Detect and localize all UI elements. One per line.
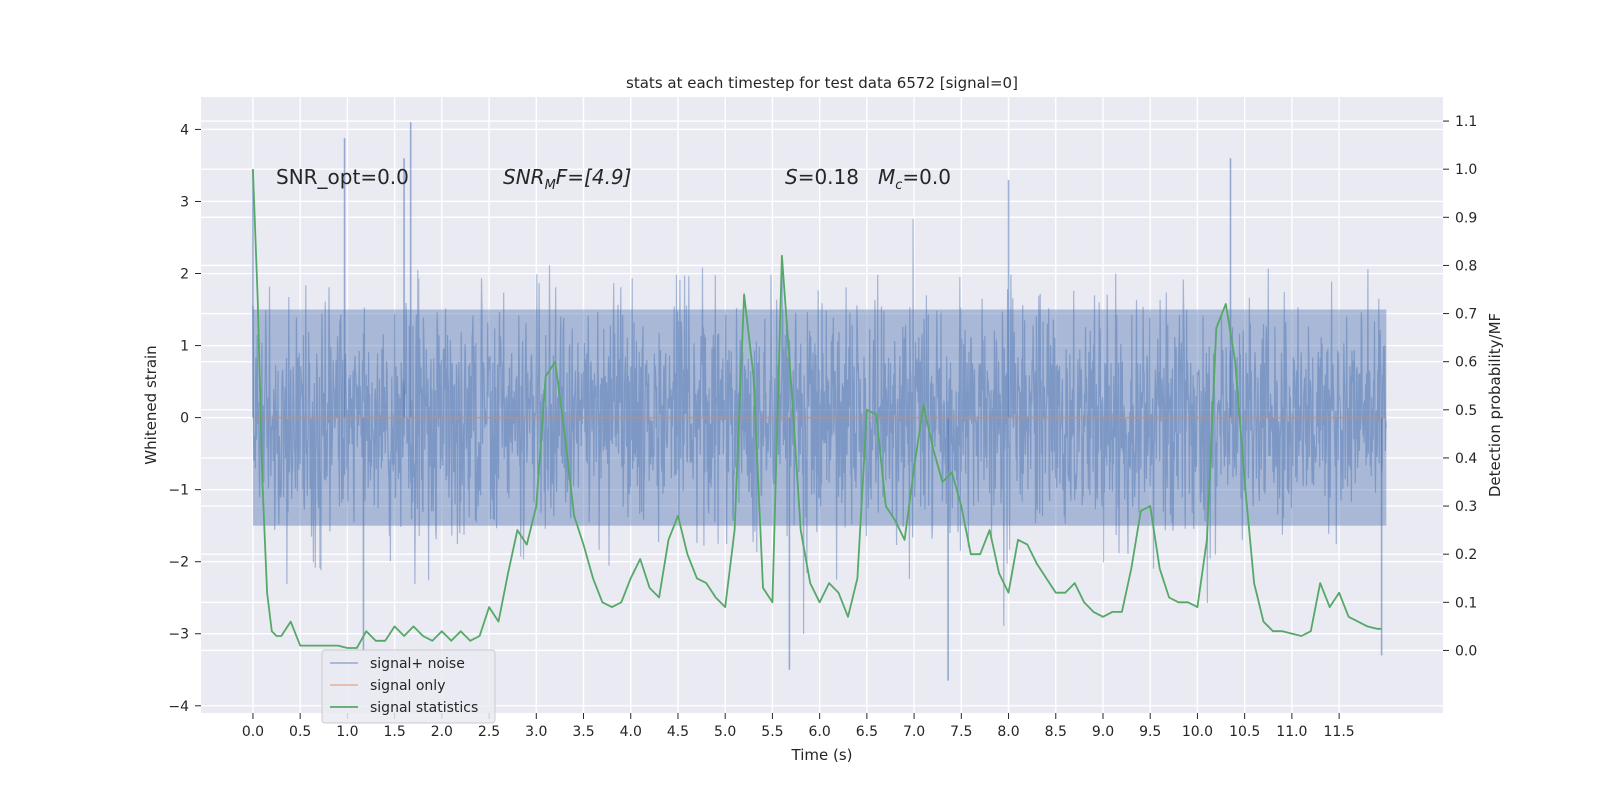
y-tick-label: −1 bbox=[168, 483, 189, 499]
signal-noise-trace bbox=[252, 218, 1387, 635]
x-tick-label: 8.5 bbox=[1045, 724, 1067, 740]
x-tick-label: 4.5 bbox=[667, 724, 689, 740]
x-tick-label: 10.0 bbox=[1182, 724, 1213, 740]
y-tick-label: −3 bbox=[168, 627, 189, 643]
y2-axis-ticks: 1.1 1.0 0.9 0.8 0.7 0.6 0.5 0.4 0.3 0.2 0.1 0.0 bbox=[1443, 114, 1477, 659]
y2-tick-label: 0.8 bbox=[1455, 258, 1477, 274]
annotation-mc-sub: c bbox=[895, 178, 902, 193]
y-tick-label: 1 bbox=[180, 339, 189, 355]
x-tick-label: 6.0 bbox=[809, 724, 831, 740]
x-tick-label: 3.5 bbox=[572, 724, 594, 740]
annotation-s: S=0.18 bbox=[785, 165, 859, 189]
x-tick-label: 8.0 bbox=[997, 724, 1019, 740]
y2-tick-label: 0.5 bbox=[1455, 403, 1477, 419]
x-tick-label: 3.0 bbox=[525, 724, 547, 740]
y-axis-ticks: 4 3 2 1 0 −1 −2 −3 −4 bbox=[168, 122, 201, 715]
annotation-snr-mf-sub: M bbox=[545, 178, 556, 193]
x-tick-label: 11.5 bbox=[1324, 724, 1355, 740]
annotation-mc: Mc=0.0 bbox=[878, 165, 951, 193]
x-tick-label: 9.5 bbox=[1139, 724, 1161, 740]
annotation-snr-mf-label: SNR bbox=[503, 165, 545, 189]
y2-tick-label: 0.6 bbox=[1455, 355, 1477, 371]
legend-box bbox=[321, 649, 496, 724]
signal-statistics-line bbox=[252, 169, 1382, 649]
legend-label-signal-noise: signal+ noise bbox=[370, 656, 465, 672]
x-tick-label: 7.5 bbox=[950, 724, 972, 740]
x-tick-label: 6.5 bbox=[856, 724, 878, 740]
legend-label-signal-only: signal only bbox=[370, 678, 445, 694]
annotation-snr-mf-tail: F=[4.9] bbox=[556, 165, 632, 189]
y2-tick-label: 1.0 bbox=[1455, 162, 1477, 178]
y2-tick-label: 0.4 bbox=[1455, 451, 1477, 467]
x-tick-label: 7.0 bbox=[903, 724, 925, 740]
y-tick-label: 0 bbox=[180, 411, 189, 427]
legend-label-signal-statistics: signal statistics bbox=[370, 700, 478, 716]
y2-tick-label: 0.2 bbox=[1455, 547, 1477, 563]
y2-axis-title: Detection probability/MF bbox=[1486, 313, 1504, 497]
y-axis-title: Whitened strain bbox=[142, 345, 160, 464]
y2-tick-label: 0.7 bbox=[1455, 307, 1477, 323]
x-tick-label: 5.5 bbox=[761, 724, 783, 740]
y-tick-label: −2 bbox=[168, 555, 189, 571]
y-tick-label: 4 bbox=[180, 122, 189, 138]
y-tick-label: 3 bbox=[180, 194, 189, 210]
x-tick-label: 1.5 bbox=[383, 724, 405, 740]
signal-statistics-series bbox=[252, 169, 1382, 649]
grid bbox=[201, 97, 1443, 713]
y2-tick-label: 0.3 bbox=[1455, 499, 1477, 515]
x-tick-label: 2.5 bbox=[478, 724, 500, 740]
annotation-s-label: S bbox=[785, 165, 798, 189]
y-tick-label: −4 bbox=[168, 699, 189, 715]
annotation-snr-mf: SNRMF=[4.9] bbox=[503, 165, 631, 193]
x-tick-label: 11.0 bbox=[1276, 724, 1307, 740]
y2-tick-label: 0.0 bbox=[1455, 643, 1477, 659]
plot-area-background bbox=[201, 97, 1443, 713]
x-tick-label: 5.0 bbox=[714, 724, 736, 740]
annotation-mc-label: M bbox=[878, 165, 895, 189]
x-tick-label: 0.0 bbox=[242, 724, 264, 740]
annotation-s-value: =0.18 bbox=[798, 165, 859, 189]
x-tick-label: 0.5 bbox=[289, 724, 311, 740]
x-tick-label: 2.0 bbox=[431, 724, 453, 740]
annotation-mc-value: =0.0 bbox=[902, 165, 951, 189]
legend: signal+ noise signal only signal statist… bbox=[321, 649, 496, 724]
x-axis-title: Time (s) bbox=[791, 746, 853, 764]
y2-tick-label: 0.1 bbox=[1455, 595, 1477, 611]
x-tick-label: 10.5 bbox=[1229, 724, 1260, 740]
x-tick-label: 9.0 bbox=[1092, 724, 1114, 740]
y-tick-label: 2 bbox=[180, 267, 189, 283]
x-axis-ticks: 0.0 0.5 1.0 1.5 2.0 2.5 3.0 3.5 4.0 4.5 5.0 5.5 6.0 6… bbox=[242, 713, 1355, 740]
y2-tick-label: 0.9 bbox=[1455, 210, 1477, 226]
x-tick-label: 4.0 bbox=[620, 724, 642, 740]
chart-title: stats at each timestep for test data 657… bbox=[626, 74, 1018, 92]
annotation-snr-opt: SNR_opt=0.0 bbox=[276, 165, 409, 189]
y2-tick-label: 1.1 bbox=[1455, 114, 1477, 130]
x-tick-label: 1.0 bbox=[336, 724, 358, 740]
